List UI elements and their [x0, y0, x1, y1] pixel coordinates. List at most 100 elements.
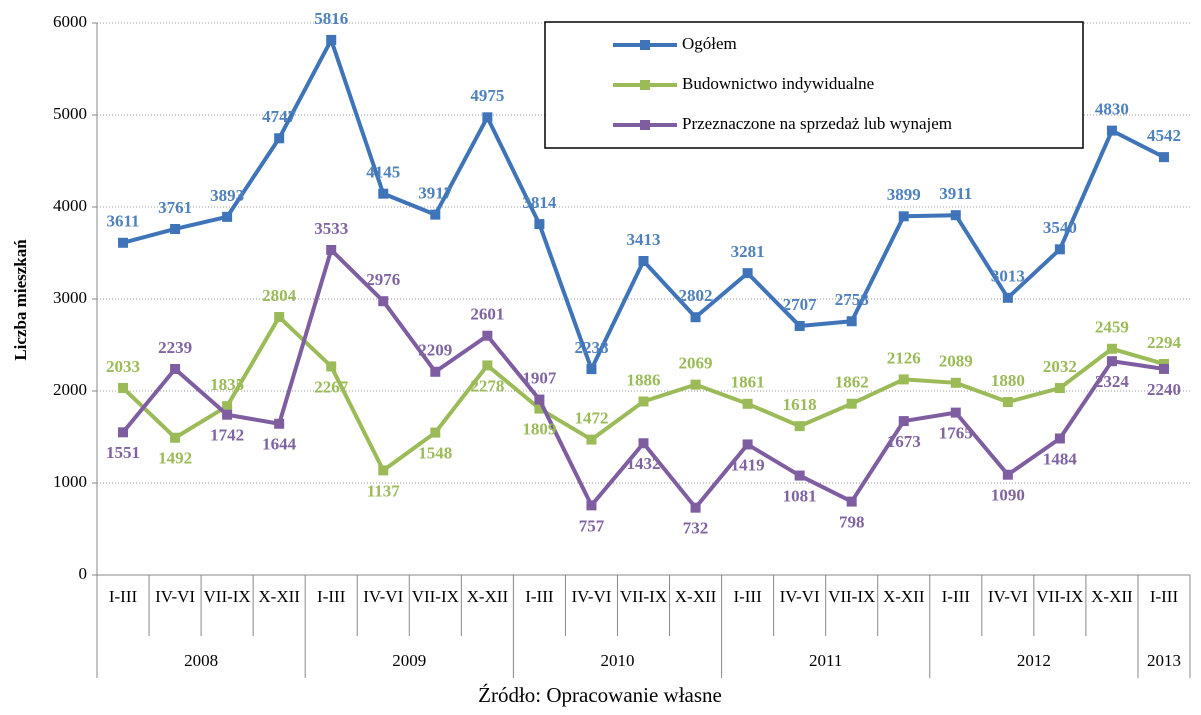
data-label: 2033	[106, 357, 140, 376]
point-marker	[1106, 356, 1117, 367]
data-label: 1432	[627, 454, 661, 473]
legend-marker	[640, 40, 650, 50]
point-marker	[534, 403, 545, 414]
data-label: 3413	[627, 230, 661, 249]
x-tick-label: VII-IX	[828, 587, 875, 606]
data-label: 3540	[1043, 218, 1077, 237]
point-marker	[118, 427, 129, 438]
data-label: 3761	[158, 198, 192, 217]
data-label: 2209	[418, 341, 452, 360]
data-label: 2267	[314, 377, 349, 396]
x-tick-label: I-III	[942, 587, 971, 606]
point-marker	[378, 296, 389, 307]
data-label: 1765	[939, 424, 973, 443]
data-label: 2238	[574, 338, 608, 357]
point-marker	[170, 364, 181, 375]
data-label: 2278	[470, 376, 504, 395]
point-marker	[1158, 363, 1169, 374]
x-tick-label: X-XII	[883, 587, 925, 606]
point-marker	[534, 394, 545, 405]
point-marker	[534, 219, 545, 230]
data-label: 2802	[679, 286, 713, 305]
group-label: 2013	[1147, 651, 1181, 670]
y-axis-title: Liczba mieszkań	[11, 239, 30, 361]
x-tick-label: IV-VI	[780, 587, 820, 606]
point-marker	[378, 465, 389, 476]
legend-label: Ogółem	[682, 34, 737, 53]
data-label: 1090	[991, 486, 1025, 505]
point-marker	[1002, 397, 1013, 408]
point-marker	[690, 502, 701, 513]
legend-label: Budownictwo indywidualne	[682, 74, 874, 93]
point-marker	[482, 330, 493, 341]
point-marker	[482, 360, 493, 371]
x-tick-label: IV-VI	[155, 587, 195, 606]
x-tick-label: I-III	[317, 587, 346, 606]
data-label: 3814	[522, 193, 557, 212]
point-marker	[794, 320, 805, 331]
data-label: 4542	[1147, 126, 1181, 145]
y-tick-label: 4000	[53, 196, 87, 215]
point-marker	[1106, 343, 1117, 354]
x-tick-label: IV-VI	[988, 587, 1028, 606]
data-label: 757	[579, 516, 605, 535]
point-marker	[898, 211, 909, 222]
point-marker	[638, 438, 649, 449]
point-marker	[118, 382, 129, 393]
point-marker	[742, 439, 753, 450]
point-marker	[742, 398, 753, 409]
point-marker	[1054, 433, 1065, 444]
y-tick-label: 1000	[53, 472, 87, 491]
data-label: 2126	[887, 348, 921, 367]
point-marker	[430, 427, 441, 438]
data-label: 1673	[887, 432, 921, 451]
x-tick-label: X-XII	[467, 587, 509, 606]
point-marker	[1106, 125, 1117, 136]
point-marker	[950, 407, 961, 418]
data-label: 3611	[106, 212, 139, 231]
point-marker	[898, 416, 909, 427]
x-tick-label: I-III	[733, 587, 762, 606]
data-label: 4145	[366, 163, 400, 182]
data-label: 1548	[418, 443, 452, 462]
data-label: 732	[683, 519, 709, 538]
data-label: 2032	[1043, 357, 1077, 376]
x-tick-label: X-XII	[258, 587, 300, 606]
data-label: 1907	[522, 368, 557, 387]
data-label: 1861	[731, 373, 765, 392]
legend-label: Przeznaczone na sprzedaż lub wynajem	[682, 114, 952, 133]
data-label: 1492	[158, 449, 192, 468]
x-tick-label: IV-VI	[363, 587, 403, 606]
point-marker	[846, 398, 857, 409]
point-marker	[950, 210, 961, 221]
point-marker	[586, 434, 597, 445]
data-label: 2758	[835, 290, 869, 309]
point-marker	[430, 209, 441, 220]
group-label: 2011	[809, 651, 842, 670]
data-label: 1742	[210, 426, 244, 445]
data-label: 2294	[1147, 333, 1182, 352]
data-label: 1419	[731, 455, 765, 474]
data-label: 3533	[314, 219, 348, 238]
point-marker	[326, 34, 337, 45]
data-label: 1644	[262, 435, 297, 454]
point-marker	[690, 379, 701, 390]
point-marker	[586, 500, 597, 511]
point-marker	[170, 223, 181, 234]
data-label: 3013	[991, 267, 1025, 286]
legend-marker	[640, 80, 650, 90]
data-label: 5816	[314, 9, 348, 28]
group-label: 2008	[184, 651, 218, 670]
point-marker	[118, 237, 129, 248]
point-marker	[1054, 244, 1065, 255]
data-label: 2089	[939, 352, 973, 371]
point-marker	[1002, 292, 1013, 303]
point-marker	[898, 374, 909, 385]
point-marker	[638, 396, 649, 407]
x-tick-label: X-XII	[1091, 587, 1133, 606]
data-label: 2601	[470, 305, 504, 324]
x-tick-label: VII-IX	[620, 587, 667, 606]
x-tick-label: I-III	[109, 587, 138, 606]
x-tick-label: VII-IX	[412, 587, 459, 606]
